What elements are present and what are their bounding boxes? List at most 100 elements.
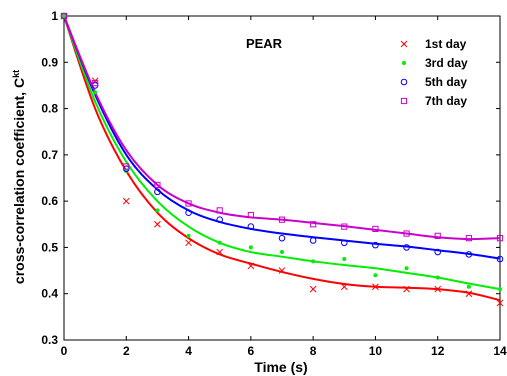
data-point-5th-day xyxy=(247,223,255,230)
x-marker-stroke xyxy=(372,283,379,291)
x-marker-stroke xyxy=(122,197,130,205)
x-marker-stroke xyxy=(434,285,442,293)
data-point-5th-day xyxy=(185,209,192,217)
data-point-3rd-day xyxy=(435,275,440,280)
data-points xyxy=(60,12,504,307)
data-point-7th-day xyxy=(60,12,68,20)
x-tick-label: 12 xyxy=(431,344,445,358)
data-point-7th-day xyxy=(216,207,223,214)
data-point-1st-day xyxy=(154,220,161,228)
x-marker-stroke xyxy=(309,285,317,293)
x-tick-label: 0 xyxy=(61,344,68,358)
x-marker-stroke xyxy=(278,267,286,274)
data-point-5th-day xyxy=(496,255,504,263)
y-tick-label: 0.8 xyxy=(41,102,58,116)
x-marker-stroke xyxy=(496,299,504,307)
data-point-3rd-day xyxy=(342,257,347,261)
chart-title: PEAR xyxy=(246,36,283,51)
data-point-7th-day xyxy=(247,211,254,219)
data-point-1st-day xyxy=(216,248,224,256)
data-point-3rd-day xyxy=(93,90,98,95)
y-axis-label: cross-correlation coefficient, Ckt xyxy=(11,70,27,284)
data-point-1st-day xyxy=(122,197,130,205)
legend-label-7th-day: 7th day xyxy=(425,94,467,108)
legend-marker-7th-day xyxy=(400,97,408,105)
plot-border xyxy=(63,15,501,341)
data-point-7th-day xyxy=(310,221,317,228)
data-point-7th-day xyxy=(341,223,348,230)
data-point-3rd-day xyxy=(248,245,253,250)
legend-marker-1st-day xyxy=(400,40,408,48)
data-point-1st-day xyxy=(434,285,442,293)
legend: 1st day 3rd day 5th day 7th day xyxy=(400,37,468,108)
x-marker-stroke xyxy=(403,285,410,293)
data-point-3rd-day xyxy=(217,240,222,245)
data-point-7th-day xyxy=(434,232,441,239)
y-tick-label: 1 xyxy=(51,9,58,23)
x-tick-label: 4 xyxy=(185,344,192,358)
x-tick-label: 2 xyxy=(123,344,130,358)
data-point-5th-day xyxy=(403,244,410,251)
data-point-5th-day xyxy=(278,234,286,242)
plot-area xyxy=(63,15,501,341)
legend-marker-3rd-day xyxy=(402,61,406,65)
y-tick-label: 0.9 xyxy=(41,55,58,69)
data-point-7th-day xyxy=(185,200,192,207)
x-marker-stroke xyxy=(400,40,408,48)
data-point-7th-day xyxy=(123,163,130,170)
x-tick-label: 8 xyxy=(310,344,317,358)
fit-line-5th-day xyxy=(63,15,501,260)
data-point-1st-day xyxy=(496,299,504,307)
data-point-3rd-day xyxy=(498,287,502,292)
x-tick-label: 10 xyxy=(369,344,383,358)
data-point-5th-day xyxy=(216,216,224,223)
data-point-5th-day xyxy=(154,188,161,196)
y-axis-label-main: cross-correlation coefficient, C xyxy=(11,78,27,284)
data-point-3rd-day xyxy=(280,250,284,255)
data-point-3rd-day xyxy=(466,284,471,289)
x-marker-stroke xyxy=(340,283,348,291)
axis-ticks: 0 2 4 6 8 10 12 14 0.3 0.4 0.5 0.6 0.7 0.8 0.9 1 xyxy=(41,9,507,358)
y-tick-label: 0.7 xyxy=(41,148,58,162)
legend-label-1st-day: 1st day xyxy=(425,37,467,51)
data-point-5th-day xyxy=(434,248,442,256)
x-tick-label: 6 xyxy=(248,344,255,358)
y-axis-label-superscript: kt xyxy=(11,70,21,78)
data-point-7th-day xyxy=(154,181,161,189)
x-marker-stroke xyxy=(154,220,161,228)
y-tick-label: 0.5 xyxy=(41,240,58,254)
x-marker-stroke xyxy=(247,262,255,270)
data-point-3rd-day xyxy=(373,273,378,278)
data-point-5th-day xyxy=(465,251,473,258)
x-marker-stroke xyxy=(465,290,473,298)
data-point-1st-day xyxy=(465,290,473,298)
legend-label-5th-day: 5th day xyxy=(425,75,467,89)
data-point-3rd-day xyxy=(311,259,316,264)
y-tick-label: 0.6 xyxy=(41,194,58,208)
data-point-3rd-day xyxy=(62,14,66,18)
legend-marker-5th-day xyxy=(400,78,408,86)
x-tick-label: 14 xyxy=(493,344,507,358)
x-axis-label: Time (s) xyxy=(254,359,307,375)
data-point-7th-day xyxy=(403,230,410,237)
data-point-5th-day xyxy=(372,241,379,249)
fit-line-7th-day xyxy=(63,15,501,241)
y-tick-label: 0.3 xyxy=(41,333,58,347)
data-point-7th-day xyxy=(92,80,99,87)
data-point-5th-day xyxy=(309,237,317,244)
data-point-3rd-day xyxy=(186,233,191,238)
data-point-1st-day xyxy=(185,239,192,247)
data-point-3rd-day xyxy=(155,208,160,213)
data-point-1st-day xyxy=(403,285,410,293)
data-point-7th-day xyxy=(278,216,286,223)
x-marker-stroke xyxy=(216,248,224,256)
data-point-1st-day xyxy=(247,262,255,270)
data-point-7th-day xyxy=(465,235,472,242)
data-point-7th-day xyxy=(372,225,379,233)
y-tick-label: 0.4 xyxy=(41,287,58,301)
data-point-1st-day xyxy=(309,285,317,293)
x-marker-stroke xyxy=(185,239,192,247)
data-point-1st-day xyxy=(372,283,379,291)
data-point-5th-day xyxy=(340,239,348,247)
